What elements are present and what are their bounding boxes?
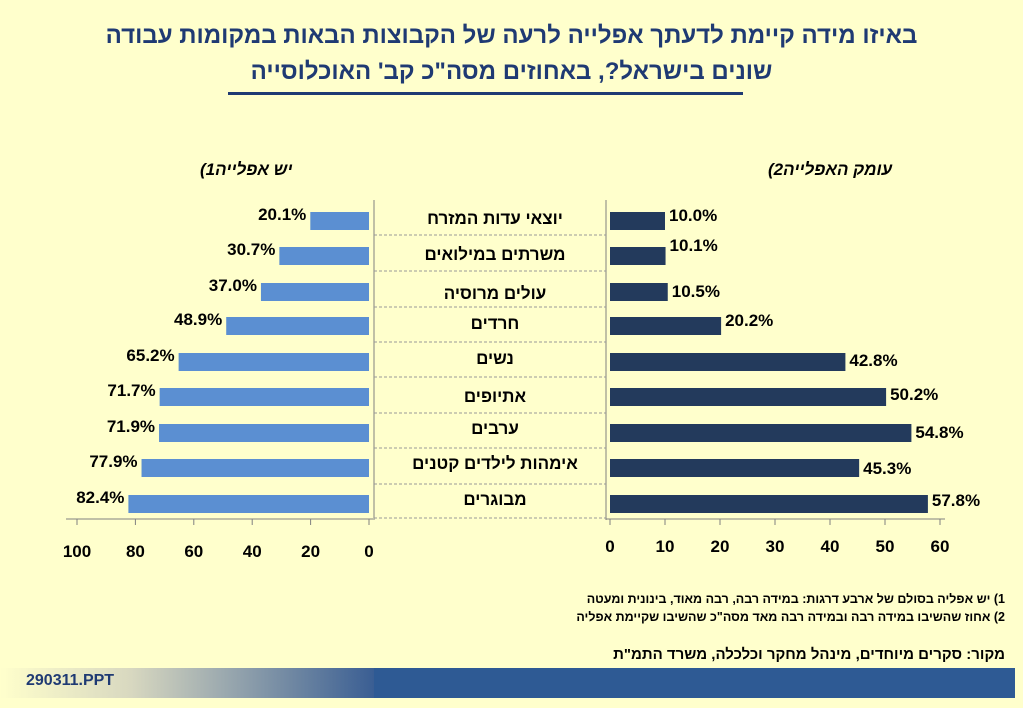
left-x-tick-label: 100 [63,542,91,561]
footer-bar [374,668,1015,698]
left-panel-header: יש אפלייה1) [200,160,293,179]
right-bar-value-label: 42.8% [849,351,897,370]
left-bar [159,424,369,442]
right-bar-value-label: 10.0% [669,206,717,225]
left-bar [310,212,369,230]
category-label: משרתים במילואים [425,245,566,264]
left-bar-value-label: 65.2% [126,346,174,365]
chart-title-line2: שונים בישראל?, באחוזים מסה"כ קב' האוכלוס… [250,58,773,85]
right-bar [610,212,665,230]
right-bar [610,247,666,265]
right-bar-value-label: 10.1% [670,236,718,255]
category-label: יוצאי עדות המזרח [427,209,563,228]
left-bar [279,247,369,265]
left-bar-value-label: 77.9% [89,452,137,471]
right-bar-value-label: 57.8% [932,491,980,510]
left-bar-value-label: 20.1% [258,205,306,224]
left-bar-value-label: 82.4% [76,488,124,507]
left-bar [159,388,369,406]
category-label: אימהות לילדים קטנים [412,454,578,473]
right-bar-value-label: 50.2% [890,385,938,404]
left-bar [178,353,369,371]
title-underline [228,92,743,95]
right-bar [610,424,912,442]
right-bar [610,459,860,477]
footer-gradient-bar [0,668,374,698]
category-label: מבוגרים [463,490,526,509]
right-x-tick-label: 30 [766,537,785,556]
left-bar [226,317,369,335]
right-x-tick-label: 40 [821,537,840,556]
footnote-1: 1) יש אפליה בסולם של ארבע דרגות: במידה ר… [586,592,1005,606]
right-bar [610,495,928,513]
source-note: מקור: סקרים מיוחדים, מינהל מחקר וכלכלה, … [613,646,1005,663]
left-bar-value-label: 37.0% [209,276,257,295]
left-bar [260,283,369,301]
left-x-tick-label: 20 [301,542,320,561]
right-bar-value-label: 10.5% [672,282,720,301]
left-x-tick-label: 60 [184,542,203,561]
right-bar [610,317,722,335]
left-bar-value-label: 71.7% [107,381,155,400]
category-label: ערבים [471,419,519,438]
left-x-tick-label: 80 [126,542,145,561]
right-bar [610,353,846,371]
category-label: חרדים [471,314,520,333]
right-x-tick-label: 60 [931,537,950,556]
left-x-tick-label: 0 [364,542,373,561]
left-x-tick-label: 40 [243,542,262,561]
category-label: אתיופים [464,387,527,406]
right-x-tick-label: 50 [876,537,895,556]
right-bar-value-label: 20.2% [725,311,773,330]
right-panel-header: עומק האפלייה2) [768,160,893,179]
footer-code: 290311.PPT [26,672,115,689]
left-bar-value-label: 48.9% [174,310,222,329]
category-label: נשים [476,349,514,368]
right-bar [610,388,887,406]
right-x-tick-label: 20 [711,537,730,556]
right-bar-value-label: 54.8% [915,423,963,442]
left-bar-value-label: 71.9% [107,417,155,436]
right-bar [610,283,668,301]
right-bar-value-label: 45.3% [863,459,911,478]
category-label: עולים מרוסיה [444,284,547,303]
right-x-tick-label: 10 [656,537,675,556]
footnote-2: 2) אחוז שהשיבו במידה רבה ובמידה רבה מאד … [576,610,1005,624]
left-bar [128,495,369,513]
chart-title-line1: באיזו מידה קיימת לדעתך אפלייה לרעה של הק… [105,22,918,49]
right-x-tick-label: 0 [605,537,614,556]
left-bar-value-label: 30.7% [227,240,275,259]
left-bar [141,459,369,477]
